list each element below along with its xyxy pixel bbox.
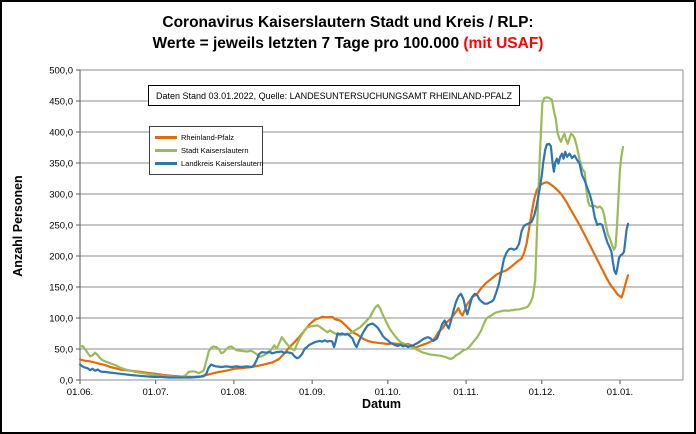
data-source-box: Daten Stand 03.01.2022, Quelle: LANDESUN… (148, 85, 520, 106)
series-line-landkreis-kaiserslautern (78, 142, 630, 379)
x-tick-label: 01.12. (529, 387, 555, 398)
y-tick-label: 400,0 (49, 128, 73, 139)
legend-line-swatch (155, 136, 177, 139)
y-tick-label: 350,0 (49, 159, 73, 170)
y-tick-label: 50,0 (55, 345, 74, 356)
legend-item: Rheinland-Pfalz (155, 131, 257, 144)
x-tick-label: 01.11. (453, 387, 479, 398)
y-axis-title: Anzahl Personen (11, 175, 25, 277)
chart-title-highlight: (mit USAF) (463, 35, 544, 52)
x-axis-title: Datum (362, 397, 401, 411)
x-tick-label: 01.08. (221, 387, 247, 398)
x-tick-label: 01.01. (607, 387, 633, 398)
series-line-stadt-kaiserslautern (78, 96, 625, 379)
x-tick-label: 01.06. (67, 387, 93, 398)
chart-title-line2: Werte = jeweils letzten 7 Tage pro 100.0… (152, 35, 544, 52)
legend-line-swatch (155, 149, 177, 152)
chart-title-line1: Coronavirus Kaiserslautern Stadt und Kre… (162, 14, 534, 31)
x-tick-label: 01.09. (299, 387, 325, 398)
x-tick-label: 01.10. (375, 387, 401, 398)
series-line-rheinland-pfalz (78, 181, 630, 378)
legend-label: Stadt Kaiserslautern (181, 146, 249, 155)
legend-label: Landkreis Kaiserslautern (181, 159, 264, 168)
y-tick-label: 0,0 (60, 376, 73, 387)
data-source-text: Daten Stand 03.01.2022, Quelle: LANDESUN… (156, 90, 512, 101)
y-tick-label: 200,0 (49, 252, 73, 263)
chart-title: Coronavirus Kaiserslautern Stadt und Kre… (2, 12, 694, 54)
y-tick-label: 500,0 (49, 66, 73, 77)
y-tick-label: 250,0 (49, 221, 73, 232)
legend-line-swatch (155, 162, 177, 165)
legend: Rheinland-Pfalz Stadt Kaiserslautern Landk… (149, 126, 264, 175)
y-tick-label: 300,0 (49, 190, 73, 201)
x-tick-label: 01.07. (142, 387, 168, 398)
y-tick-label: 450,0 (49, 97, 73, 108)
legend-label: Rheinland-Pfalz (181, 133, 234, 142)
legend-item: Landkreis Kaiserslautern (155, 157, 264, 170)
y-tick-label: 100,0 (49, 314, 73, 325)
y-tick-label: 150,0 (49, 283, 73, 294)
legend-item: Stadt Kaiserslautern (155, 144, 257, 157)
